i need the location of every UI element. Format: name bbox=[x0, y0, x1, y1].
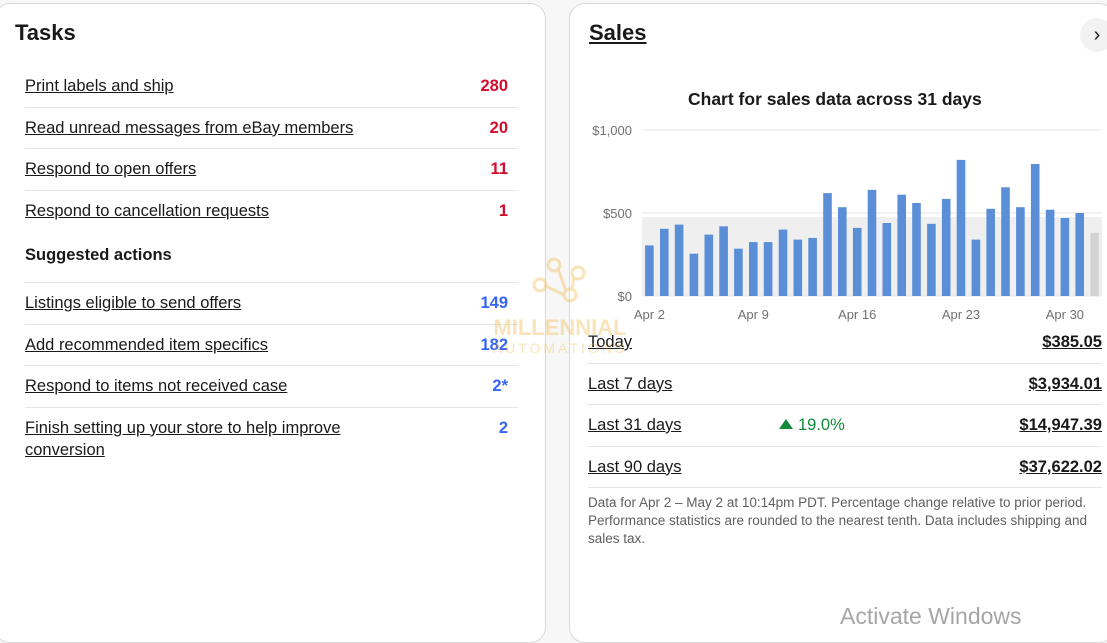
task-label[interactable]: Respond to open offers bbox=[25, 160, 197, 178]
chart-bar[interactable] bbox=[645, 245, 654, 296]
suggested-actions-title: Suggested actions bbox=[25, 246, 172, 264]
x-tick-label: Apr 9 bbox=[738, 307, 769, 322]
stat-label[interactable]: Last 31 days bbox=[588, 416, 682, 434]
suggested-items-not-received[interactable]: Respond to items not received case 2* bbox=[25, 366, 518, 408]
stat-value[interactable]: $385.05 bbox=[1042, 333, 1102, 351]
stat-label[interactable]: Today bbox=[588, 333, 633, 351]
task-label[interactable]: Respond to cancellation requests bbox=[25, 201, 269, 220]
chart-bar[interactable] bbox=[778, 229, 788, 296]
stat-value[interactable]: $14,947.39 bbox=[1019, 416, 1102, 434]
stat-last-90-days[interactable]: Last 90 days $37,622.02 bbox=[588, 447, 1102, 488]
task-label[interactable]: Print labels and ship bbox=[25, 77, 174, 95]
change-percent: 19.0% bbox=[798, 416, 845, 434]
chart-bar[interactable] bbox=[912, 203, 921, 296]
y-tick-label: $1,000 bbox=[592, 123, 632, 138]
tasks-card: Tasks Print labels and ship 280 Read unr… bbox=[0, 3, 546, 643]
chart-bar[interactable] bbox=[1045, 209, 1055, 296]
chart-bar[interactable] bbox=[1001, 187, 1010, 296]
chart-bar[interactable] bbox=[882, 223, 892, 296]
task-count: 280 bbox=[480, 77, 508, 95]
chart-bar[interactable] bbox=[734, 248, 743, 296]
chart-bar[interactable] bbox=[927, 223, 936, 296]
watermark-subtext: AUTOMATIONS bbox=[493, 340, 627, 356]
watermark-logo: MILLENNIAL AUTOMATIONS bbox=[493, 257, 627, 356]
chart-title: Chart for sales data across 31 days bbox=[688, 89, 982, 109]
chart-bar[interactable] bbox=[1016, 207, 1025, 296]
suggested-store-setup[interactable]: Finish setting up your store to help imp… bbox=[25, 408, 518, 468]
chart-bar[interactable] bbox=[838, 207, 847, 296]
chart-bar[interactable] bbox=[674, 224, 684, 296]
y-tick-label: $500 bbox=[603, 206, 632, 221]
x-tick-label: Apr 23 bbox=[942, 307, 980, 322]
suggested-actions-heading: Suggested actions bbox=[25, 232, 518, 283]
chart-bar[interactable] bbox=[897, 194, 906, 296]
sales-title[interactable]: Sales bbox=[589, 20, 647, 45]
task-cancellation-requests[interactable]: Respond to cancellation requests 1 bbox=[25, 191, 518, 233]
suggested-count: 2 bbox=[498, 418, 508, 437]
chart-bar[interactable] bbox=[956, 159, 966, 296]
x-tick-label: Apr 2 bbox=[634, 307, 665, 322]
stat-last-7-days[interactable]: Last 7 days $3,934.01 bbox=[588, 364, 1102, 405]
triangle-up-icon bbox=[779, 419, 793, 429]
task-open-offers[interactable]: Respond to open offers 11 bbox=[25, 149, 518, 191]
chart-bar[interactable] bbox=[986, 208, 995, 296]
x-tick-label: Apr 16 bbox=[838, 307, 876, 322]
y-tick-label: $0 bbox=[618, 289, 632, 304]
suggested-label[interactable]: Listings eligible to send offers bbox=[25, 294, 242, 312]
suggested-label[interactable]: Respond to items not received case bbox=[25, 377, 288, 395]
suggested-label[interactable]: Add recommended item specifics bbox=[25, 335, 269, 354]
suggested-item-specifics[interactable]: Add recommended item specifics 182 bbox=[25, 325, 518, 366]
stat-label[interactable]: Last 90 days bbox=[588, 457, 682, 476]
sales-chart: $1,000 $500 $0 Apr 2 Apr 9 Apr 16 Apr 23 Apr 30… bbox=[580, 84, 1107, 334]
chart-bar[interactable] bbox=[867, 189, 877, 296]
chevron-right-icon[interactable]: › bbox=[1080, 18, 1107, 52]
chart-bar[interactable] bbox=[808, 237, 817, 296]
chart-bar[interactable] bbox=[793, 239, 803, 296]
chart-bar[interactable] bbox=[1075, 213, 1084, 296]
stat-last-31-days[interactable]: Last 31 days 19.0% $14,947.39 bbox=[588, 405, 1102, 447]
suggested-count: 2* bbox=[492, 377, 508, 395]
tasks-list: Print labels and ship 280 Read unread me… bbox=[25, 66, 518, 468]
suggested-count: 182 bbox=[480, 335, 508, 354]
chart-bar[interactable] bbox=[689, 253, 699, 296]
stat-label[interactable]: Last 7 days bbox=[588, 374, 673, 393]
suggested-send-offers[interactable]: Listings eligible to send offers 149 bbox=[25, 283, 518, 325]
x-tick-label: Apr 30 bbox=[1046, 307, 1084, 322]
chart-bar[interactable] bbox=[941, 198, 951, 296]
chart-bar[interactable] bbox=[1090, 232, 1099, 296]
change-indicator: 19.0% bbox=[779, 416, 845, 435]
chart-bar[interactable] bbox=[1060, 218, 1070, 296]
chart-bar[interactable] bbox=[763, 242, 773, 296]
watermark-text: MILLENNIAL bbox=[493, 315, 626, 340]
tasks-title: Tasks bbox=[15, 20, 76, 45]
chart-bar[interactable] bbox=[660, 228, 669, 296]
sales-card: Sales › $1,000 $500 $0 Apr 2 Apr 9 Apr 16 Apr … bbox=[569, 3, 1107, 643]
stat-value[interactable]: $3,934.01 bbox=[1028, 374, 1102, 393]
task-unread-messages[interactable]: Read unread messages from eBay members 2… bbox=[25, 108, 518, 149]
sales-footnote: Data for Apr 2 – May 2 at 10:14pm PDT. P… bbox=[588, 495, 1088, 546]
activate-windows-overlay: Activate Windows bbox=[840, 603, 1022, 629]
chart-bar[interactable] bbox=[704, 234, 714, 296]
stat-today[interactable]: Today $385.05 bbox=[588, 322, 1102, 364]
stat-value[interactable]: $37,622.02 bbox=[1019, 457, 1102, 476]
chart-bar[interactable] bbox=[852, 227, 862, 296]
chart-bar[interactable] bbox=[823, 193, 832, 296]
task-count: 1 bbox=[498, 201, 508, 220]
sales-stats: Today $385.05 Last 7 days $3,934.01 Last… bbox=[588, 322, 1102, 488]
task-count: 11 bbox=[490, 160, 508, 178]
task-print-labels[interactable]: Print labels and ship 280 bbox=[25, 66, 518, 108]
chart-bar[interactable] bbox=[749, 242, 758, 296]
chart-bar[interactable] bbox=[1030, 164, 1040, 296]
chart-bar[interactable] bbox=[971, 239, 981, 296]
task-label[interactable]: Read unread messages from eBay members bbox=[25, 118, 354, 137]
task-count: 20 bbox=[489, 118, 508, 137]
suggested-label[interactable]: Finish setting up your store to help imp… bbox=[25, 418, 341, 459]
chart-bar[interactable] bbox=[719, 226, 728, 296]
suggested-count: 149 bbox=[480, 294, 508, 312]
